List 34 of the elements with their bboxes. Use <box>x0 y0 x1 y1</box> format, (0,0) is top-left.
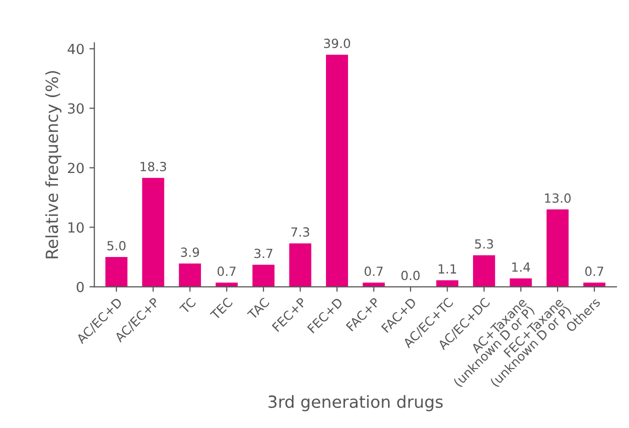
x-axis-title: 3rd generation drugs <box>268 395 443 412</box>
y-tick-label: 20 <box>68 162 84 174</box>
data-label: 0.7 <box>218 266 236 276</box>
bar <box>326 54 348 287</box>
bar <box>252 264 274 287</box>
data-label: 1.4 <box>512 262 530 272</box>
bar <box>436 280 458 287</box>
data-label: 0.0 <box>401 270 420 280</box>
data-label: 3.9 <box>180 248 199 257</box>
data-label: 5.0 <box>107 240 126 250</box>
data-label: 39.0 <box>324 38 350 48</box>
bar <box>473 255 496 287</box>
data-label: 13.0 <box>545 193 571 203</box>
bar <box>105 257 128 287</box>
data-label: 3.7 <box>254 248 272 258</box>
x-tick-label: TC <box>179 297 196 314</box>
data-label: 18.3 <box>140 162 166 172</box>
data-label: 1.1 <box>438 264 456 274</box>
bar <box>546 209 569 287</box>
y-axis-title: Relative frequency (%) <box>45 71 62 258</box>
x-tick-label: TAC <box>246 297 270 320</box>
data-label: 7.3 <box>291 227 310 237</box>
y-tick-label: 0 <box>76 282 84 292</box>
y-tick-label: 30 <box>68 103 84 114</box>
bar <box>178 264 201 287</box>
y-tick-label: 10 <box>68 222 84 233</box>
bar <box>289 243 312 287</box>
bar <box>142 178 164 287</box>
data-label: 5.3 <box>475 239 493 249</box>
data-label: 0.7 <box>364 266 383 276</box>
data-label: 0.7 <box>585 266 604 276</box>
bar <box>510 278 532 287</box>
x-tick-label: TEC <box>210 297 234 321</box>
y-tick-label: 40 <box>68 44 84 54</box>
